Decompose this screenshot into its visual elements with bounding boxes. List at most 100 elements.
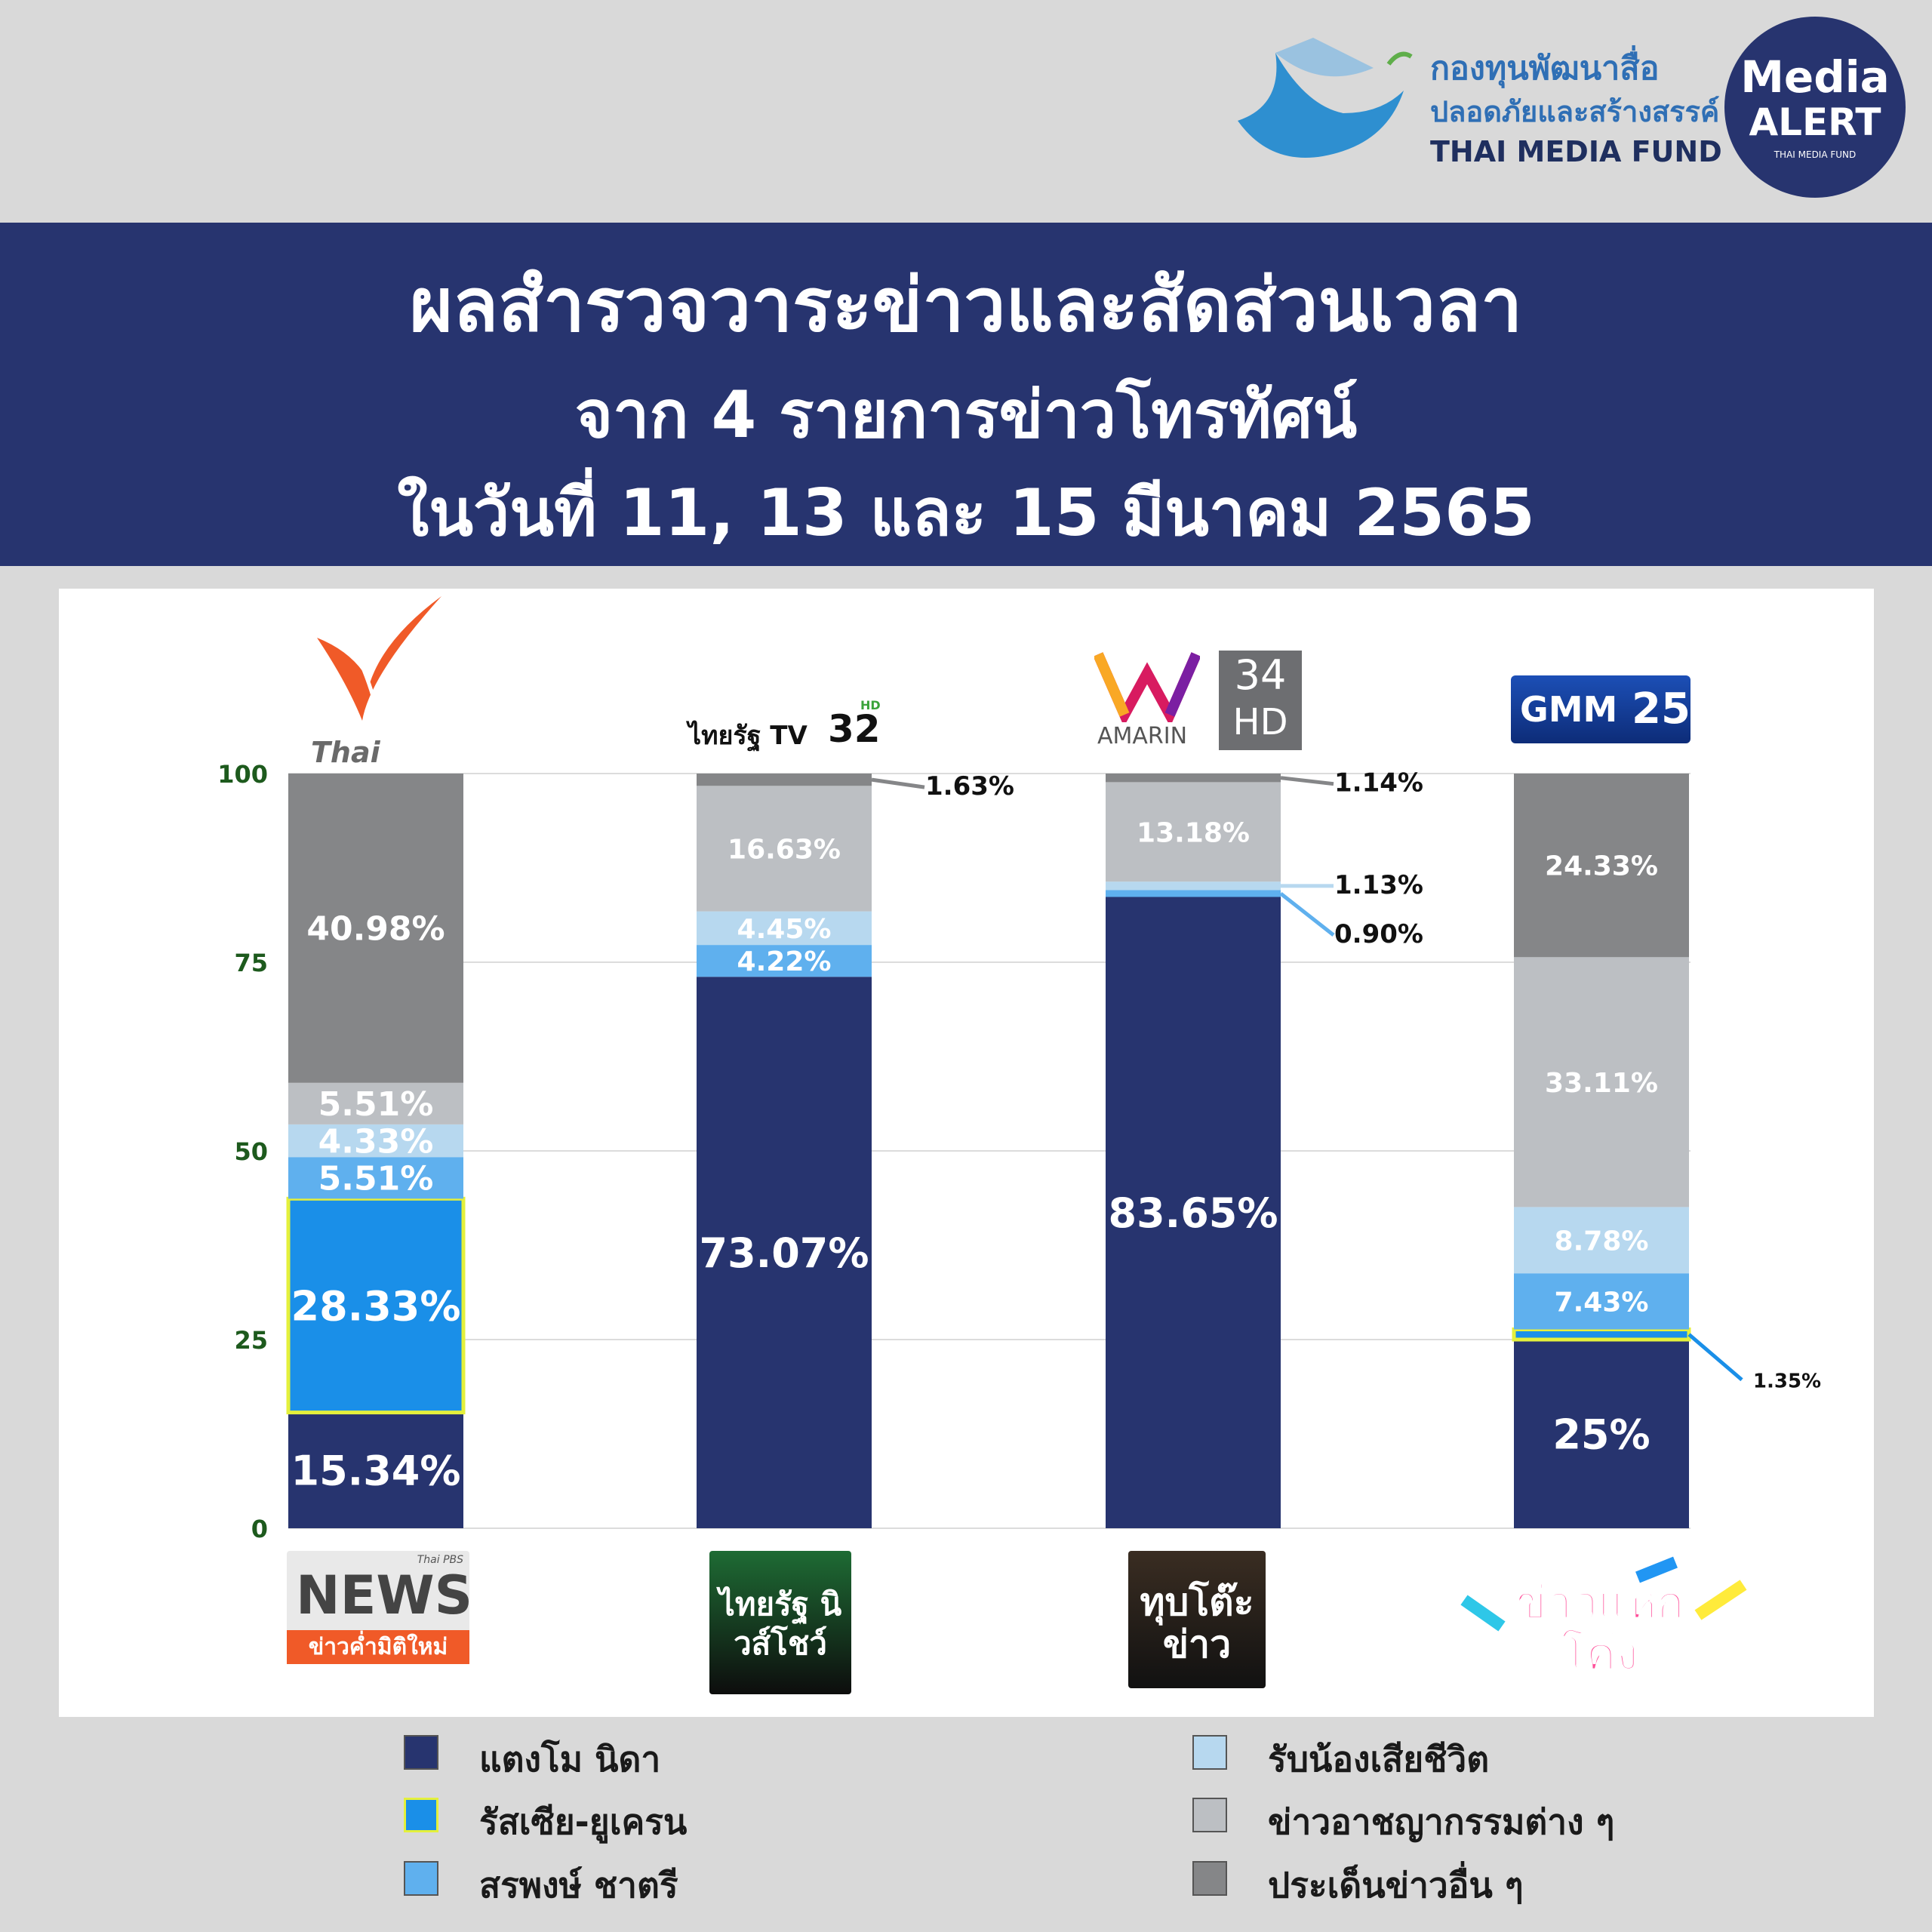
- title-line2: จาก 4 รายการข่าวโทรทัศน์: [574, 377, 1358, 453]
- y-tick-label: 75: [234, 949, 268, 977]
- legend-swatch: [1192, 1735, 1227, 1770]
- y-tick-label: 100: [217, 760, 268, 789]
- data-label: 8.78%: [1555, 1226, 1649, 1257]
- bar-segment: [697, 786, 872, 912]
- bar-segment: [697, 911, 872, 946]
- callout-line: [1279, 892, 1335, 937]
- gmm-logo-number: 25: [1632, 685, 1690, 734]
- y-tick-label: 0: [251, 1515, 268, 1543]
- program-logo-thaipbs-news: Thai PBS NEWS ข่าวค่ำมิติใหม่: [287, 1551, 473, 1664]
- legend-label: รัสเซีย-ยูเครน: [479, 1801, 688, 1842]
- data-label: 83.65%: [1109, 1189, 1278, 1237]
- thairath-logo-label: ไทยรัฐ TV: [688, 721, 808, 751]
- data-label: 1.13%: [1334, 870, 1423, 900]
- data-label: 5.51%: [318, 1085, 434, 1124]
- bar-segment: [697, 774, 872, 786]
- bar-segment: [1514, 774, 1689, 958]
- data-label: 28.33%: [291, 1282, 461, 1330]
- thairath-logo-hd: HD: [860, 698, 881, 712]
- data-label: 1.35%: [1753, 1370, 1821, 1392]
- bar-segment: [286, 1196, 466, 1415]
- data-label: 73.07%: [700, 1229, 869, 1277]
- legend-label: สรพงษ์ ชาตรี: [479, 1865, 678, 1906]
- callout-line: [1280, 776, 1334, 786]
- bar-segment: [1512, 1327, 1691, 1342]
- y-tick-label: 50: [234, 1137, 268, 1166]
- badge-line3: THAI MEDIA FUND: [1774, 149, 1857, 160]
- data-label: 16.63%: [728, 834, 841, 865]
- bar-segment: [1106, 774, 1281, 783]
- data-label: 15.34%: [291, 1447, 461, 1495]
- callout-line: [871, 777, 925, 789]
- bar-segment: [697, 977, 872, 1528]
- program-logo-gmm-khaohaekkhong: ข่าวแหกโค้ง: [1449, 1555, 1751, 1681]
- channel-logo-gmm25: GMM 25: [1511, 675, 1690, 743]
- title-band: [0, 223, 1932, 566]
- thairath-logo-number: 32: [828, 707, 881, 751]
- fund-name-th-line2: ปลอดภัยและสร้างสรรค์: [1430, 95, 1720, 128]
- legend-swatch: [404, 1735, 438, 1770]
- bar-segment: [1514, 957, 1689, 1208]
- legend-label: ข่าวอาชญากรรมต่าง ๆ: [1268, 1801, 1615, 1842]
- data-label: 4.22%: [737, 946, 832, 977]
- legend-swatch: [1192, 1861, 1227, 1896]
- badge-line1: Media: [1740, 51, 1890, 103]
- thaipbs-news-title: NEWS: [296, 1564, 473, 1626]
- title-line3: ในวันที่ 11, 13 และ 15 มีนาคม 2565: [397, 475, 1535, 551]
- amarin-logo-number: 34: [1234, 651, 1287, 699]
- bar-segment: [1106, 881, 1281, 891]
- amarin-logo-hd: HD: [1232, 701, 1288, 743]
- data-label: 4.33%: [318, 1122, 434, 1161]
- y-tick-label: 25: [234, 1326, 268, 1355]
- fund-name-th-line1: กองทุนพัฒนาสื่อ: [1430, 50, 1660, 88]
- fund-name-en: THAI MEDIA FUND: [1430, 135, 1722, 168]
- fund-dove-logo: [1230, 23, 1419, 181]
- data-label: 5.51%: [318, 1160, 434, 1198]
- legend-label: รับน้องเสียชีวิต: [1268, 1739, 1490, 1780]
- legend-swatch: [404, 1798, 438, 1832]
- bar-segment: [1106, 890, 1281, 897]
- data-label: 1.14%: [1334, 768, 1423, 798]
- bar-segment: [288, 1124, 463, 1158]
- program-logo-thairath-newsshow: ไทยรัฐ นิวส์โชว์: [709, 1551, 851, 1694]
- data-label: 40.98%: [306, 910, 445, 949]
- data-label: 25%: [1552, 1411, 1650, 1458]
- legend-swatch: [1192, 1798, 1227, 1832]
- bar-segment: [1106, 897, 1281, 1528]
- data-label: 33.11%: [1545, 1068, 1658, 1099]
- thairath-newsshow-title: ไทยรัฐ นิวส์โชว์: [718, 1586, 842, 1662]
- channel-logo-amarin: AMARIN 34 HD: [1093, 651, 1306, 752]
- bar-segment: [1514, 1273, 1689, 1330]
- channel-logo-thairath: ไทยรัฐ TV 32 HD: [688, 698, 884, 758]
- data-label: 0.90%: [1334, 919, 1423, 949]
- gmm-logo-label: GMM: [1520, 689, 1618, 730]
- data-label: 24.33%: [1545, 851, 1658, 882]
- bar-segment: [288, 1082, 463, 1124]
- bar-segment: [1106, 782, 1281, 882]
- badge-line2: ALERT: [1749, 100, 1881, 144]
- legend-label: ประเด็นข่าวอื่น ๆ: [1268, 1865, 1524, 1906]
- program-logo-amarin-tubtoknews: ทุบโต๊ะข่าว: [1128, 1551, 1266, 1688]
- data-label: 7.43%: [1555, 1287, 1649, 1318]
- thaipbs-news-subtitle: ข่าวค่ำมิติใหม่: [287, 1630, 469, 1664]
- fund-logo-text: กองทุนพัฒนาสื่อ ปลอดภัยและสร้างสรรค์ THA…: [1430, 47, 1722, 171]
- amarin-logo-label: AMARIN: [1097, 723, 1188, 749]
- amarin-channel-box: 34 HD: [1219, 651, 1302, 750]
- media-alert-badge: Media ALERT THAI MEDIA FUND: [1724, 17, 1906, 198]
- legend-label: แตงโม นิดา: [479, 1739, 661, 1780]
- bar-segment: [288, 1412, 463, 1528]
- legend-swatch: [404, 1861, 438, 1896]
- data-label: 13.18%: [1137, 817, 1250, 848]
- bar-segment: [288, 1157, 463, 1199]
- bar-segment: [1514, 1340, 1689, 1528]
- data-label: 1.63%: [925, 771, 1014, 801]
- bar-segment: [697, 945, 872, 977]
- callout-line: [1687, 1333, 1743, 1382]
- thaipbs-news-badge: Thai PBS: [417, 1554, 463, 1566]
- gmm-khaohaekkhong-title: ข่าวแหกโค้ง: [1515, 1577, 1685, 1681]
- amarin-tubtoknews-title: ทุบโต๊ะข่าว: [1140, 1580, 1254, 1666]
- title-line1: ผลสำรวจวาระข่าวและสัดส่วนเวลา: [409, 263, 1523, 349]
- bar-segment: [288, 774, 463, 1083]
- data-label: 4.45%: [737, 914, 832, 945]
